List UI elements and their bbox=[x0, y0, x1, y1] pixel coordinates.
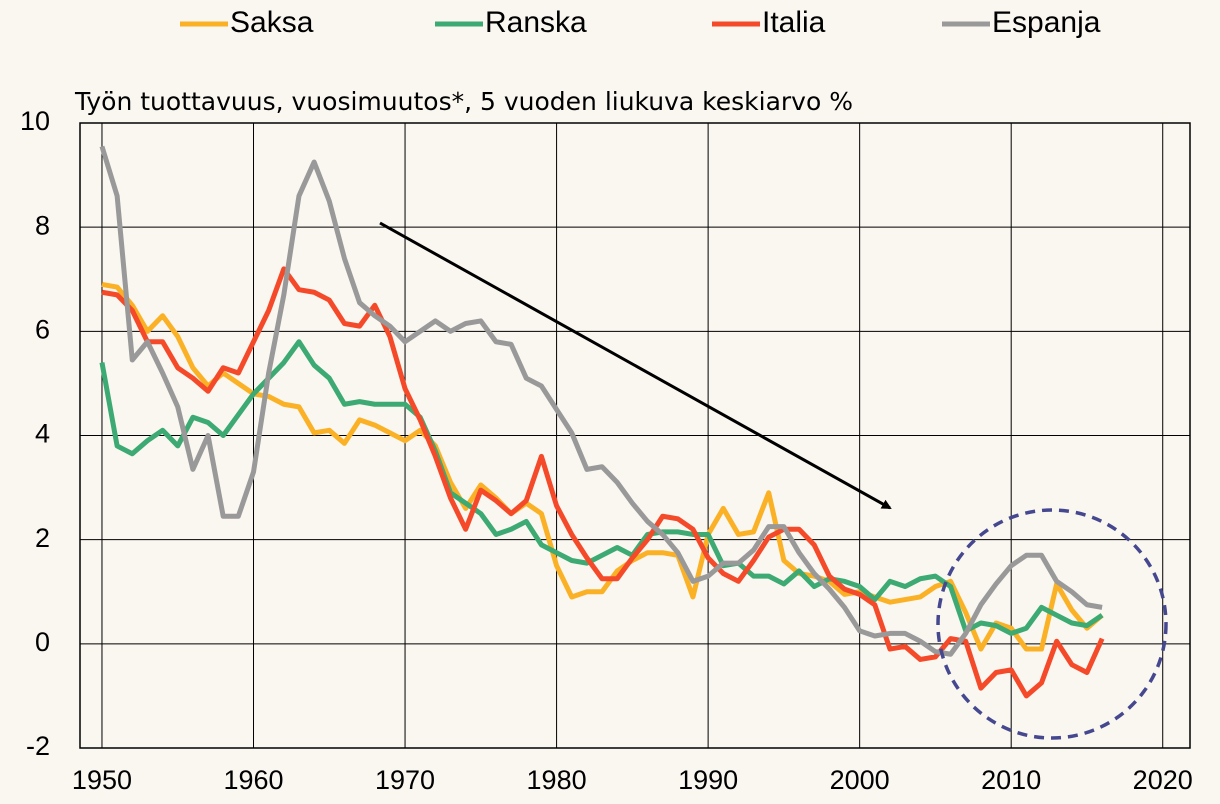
legend-label: Saksa bbox=[230, 6, 314, 39]
series-line bbox=[99, 145, 1103, 657]
y-tick-label: 0 bbox=[35, 627, 50, 657]
y-tick-label: 6 bbox=[35, 314, 50, 344]
x-tick-label: 1950 bbox=[72, 765, 132, 795]
y-tick-label: 4 bbox=[35, 419, 50, 449]
y-tick-label: 2 bbox=[35, 523, 50, 553]
series-line bbox=[101, 266, 1105, 699]
x-tick-label: 1980 bbox=[527, 765, 587, 795]
lines bbox=[99, 145, 1105, 699]
legend: Saksa Ranska Italia Espanja bbox=[180, 6, 1101, 39]
legend-label: Italia bbox=[762, 6, 826, 39]
x-tick-label: 2000 bbox=[830, 765, 890, 795]
y-tick-label: 8 bbox=[35, 210, 50, 240]
y-tick-label: 10 bbox=[20, 106, 50, 136]
plot-frame bbox=[79, 122, 1191, 749]
x-tick-label: 1970 bbox=[375, 765, 435, 795]
legend-label: Espanja bbox=[992, 6, 1101, 39]
x-tick-label: 2020 bbox=[1133, 765, 1193, 795]
legend-label: Ranska bbox=[485, 6, 587, 39]
x-tick-label: 2010 bbox=[981, 765, 1041, 795]
y-tick-label: -2 bbox=[26, 731, 50, 761]
chart-subtitle: Työn tuottavuus, vuosimuutos*, 5 vuoden … bbox=[74, 87, 853, 116]
series-line bbox=[101, 281, 1104, 652]
highlight-circle bbox=[936, 508, 1168, 740]
grid bbox=[80, 122, 1190, 749]
trend-arrow bbox=[379, 221, 892, 510]
x-tick-label: 1990 bbox=[678, 765, 738, 795]
x-tick-label: 1960 bbox=[223, 765, 283, 795]
